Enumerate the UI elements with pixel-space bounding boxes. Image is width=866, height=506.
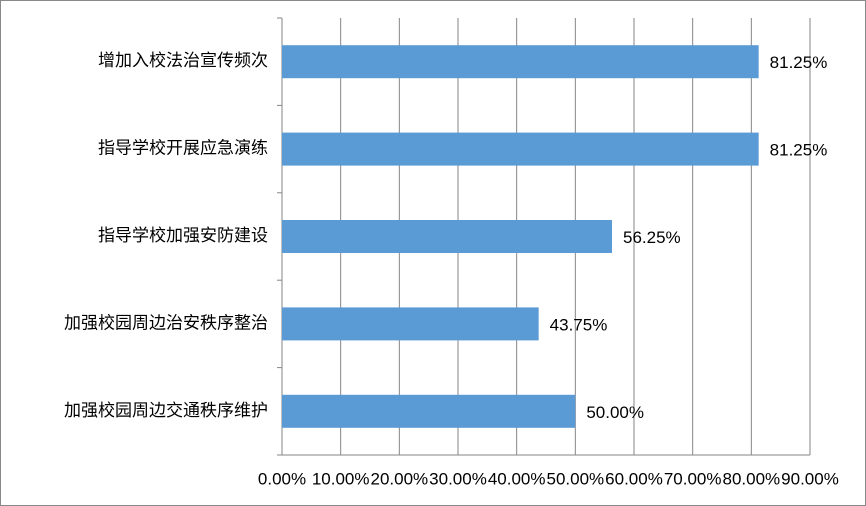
x-tick-label: 80.00% [722,469,780,488]
data-label: 81.25% [770,53,828,72]
y-tick-label: 增加入校法治宣传频次 [98,51,268,70]
y-tick-label: 指导学校加强安防建设 [98,226,268,245]
x-tick-label: 60.00% [605,469,663,488]
x-tick-label: 40.00% [488,469,546,488]
x-tick-label: 50.00% [546,469,604,488]
data-label: 50.00% [586,403,644,422]
bar [282,307,539,341]
y-tick-label: 加强校园周边交通秩序维护 [64,401,268,420]
y-tick-label: 指导学校开展应急演练 [98,139,268,158]
data-label: 43.75% [550,315,608,334]
x-tick-label: 20.00% [370,469,428,488]
y-tick-label: 加强校园周边治安秩序整治 [64,313,268,332]
bar [282,220,612,253]
bar [282,132,759,166]
x-tick-label: 0.00% [258,469,306,488]
x-tick-label: 90.00% [781,469,839,488]
x-tick-label: 10.00% [312,469,370,488]
data-label: 56.25% [623,228,681,247]
x-tick-label: 70.00% [664,469,722,488]
x-tick-label: 30.00% [429,469,487,488]
data-label: 81.25% [770,141,828,160]
bar [282,45,759,79]
bar [282,394,576,428]
